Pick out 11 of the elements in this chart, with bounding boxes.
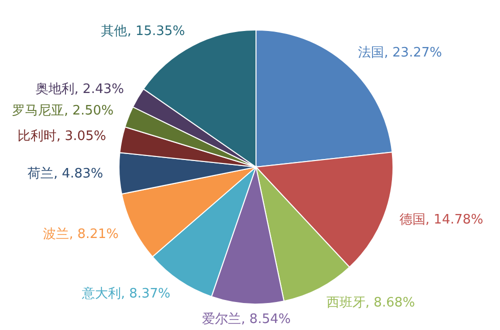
slice-label: 爱尔兰, 8.54% [202,312,291,328]
slice-label: 荷兰, 4.83% [28,166,104,182]
slice-label: 法国, 23.27% [358,46,442,61]
slice-label: 比利时, 3.05% [18,128,106,144]
slice-label: 罗马尼亚, 2.50% [12,103,114,118]
slice-label: 其他, 15.35% [101,24,186,39]
slice-label: 奥地利, 2.43% [35,82,124,98]
slice-label: 意大利, 8.37% [80,286,170,302]
slice-label: 德国, 14.78% [399,212,484,228]
slice-label: 西班牙, 8.68% [326,295,415,310]
slice-label: 波兰, 8.21% [43,226,119,242]
